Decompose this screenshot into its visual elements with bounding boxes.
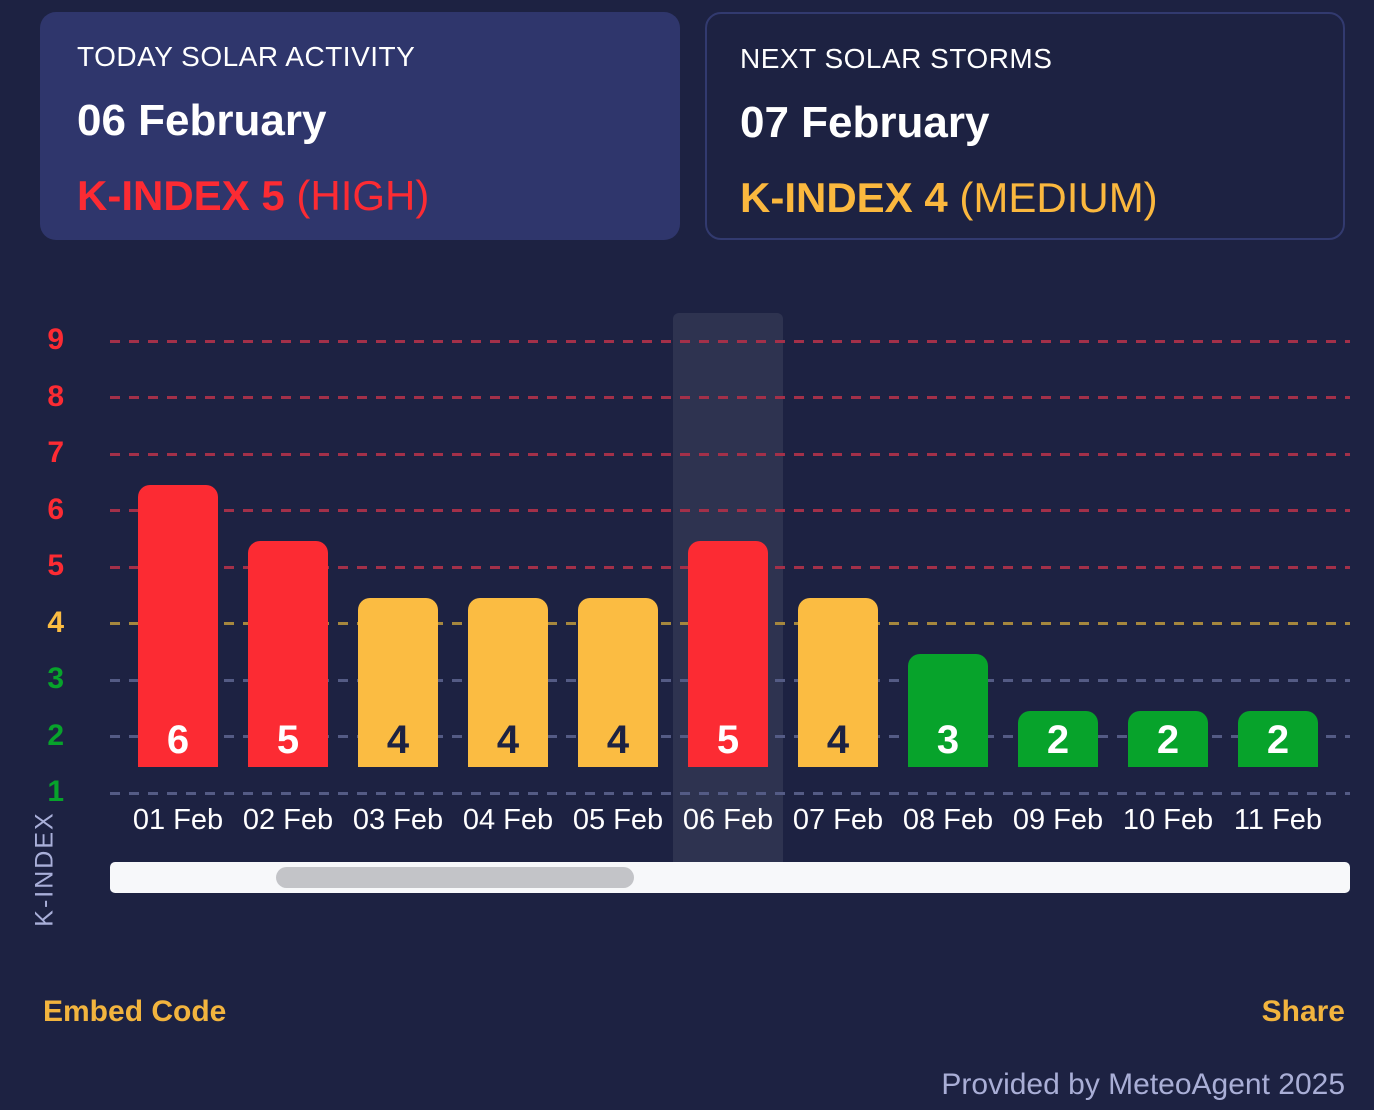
bar-value-label: 5 [716,718,740,762]
y-tick-label-5: 5 [47,549,64,582]
bar-09-feb[interactable]: 2 [1018,710,1098,767]
x-axis-label-03-feb: 03 Feb [352,804,444,836]
x-axis-label-02-feb: 02 Feb [242,804,334,836]
next-card: NEXT SOLAR STORMS 07 February K-INDEX 4 … [705,12,1345,240]
today-card: TODAY SOLAR ACTIVITY 06 February K-INDEX… [40,12,680,240]
y-tick-label-3: 3 [47,662,64,695]
next-severity: (MEDIUM) [959,174,1158,221]
bar-06-feb[interactable]: 5 [688,541,768,767]
bar-value-label: 5 [276,718,300,762]
next-card-date: 07 February [740,98,990,147]
today-card-date: 06 February [77,96,327,145]
bar-03-feb[interactable]: 4 [358,597,438,767]
next-kindex-line: K-INDEX 4 (MEDIUM) [740,174,1158,222]
bar-05-feb[interactable]: 4 [578,597,658,767]
bar-04-feb[interactable]: 4 [468,597,548,767]
gridline-y8 [110,396,1350,399]
today-kindex-line: K-INDEX 5 (HIGH) [77,172,429,220]
provided-by-text: Provided by MeteoAgent 2025 [941,1068,1345,1101]
bar-value-label: 2 [1156,718,1180,762]
x-axis-label-07-feb: 07 Feb [792,804,884,836]
gridline-y1 [110,791,1350,795]
y-tick-label-7: 7 [47,436,64,469]
gridline-y7 [110,452,1350,456]
share-link[interactable]: Share [1261,995,1345,1028]
next-card-title: NEXT SOLAR STORMS [740,43,1053,74]
bar-value-label: 4 [606,718,630,762]
next-kindex-value: K-INDEX 4 [740,174,948,221]
bar-01-feb[interactable]: 6 [138,484,218,767]
bar-value-label: 2 [1266,718,1290,762]
y-axis-title: K-INDEX [30,811,59,927]
today-severity: (HIGH) [296,172,430,219]
bar-value-label: 4 [386,718,410,762]
y-tick-label-2: 2 [47,718,64,752]
x-axis-label-09-feb: 09 Feb [1012,804,1104,836]
x-axis-label-05-feb: 05 Feb [572,804,664,836]
x-axis-label-04-feb: 04 Feb [462,804,554,836]
bar-10-feb[interactable]: 2 [1128,710,1208,767]
bar-07-feb[interactable]: 4 [798,597,878,767]
bar-02-feb[interactable]: 5 [248,541,328,767]
bar-value-label: 2 [1046,718,1070,762]
bar-value-label: 4 [496,718,520,762]
x-axis-label-06-feb: 06 Feb [682,804,774,836]
bar-value-label: 3 [936,718,960,762]
x-axis-label-11-feb: 11 Feb [1233,804,1323,836]
gridline-y6 [110,509,1350,512]
gridline-y9 [110,339,1350,343]
x-axis-label-10-feb: 10 Feb [1122,804,1214,836]
embed-code-link[interactable]: Embed Code [43,995,227,1028]
y-tick-label-8: 8 [47,379,64,413]
y-tick-label-1: 1 [47,775,64,808]
x-axis-label-08-feb: 08 Feb [902,804,994,836]
bar-11-feb[interactable]: 2 [1238,710,1318,767]
x-axis-label-01-feb: 01 Feb [132,804,224,836]
y-tick-label-6: 6 [47,492,64,526]
horizontal-scrollbar-track[interactable] [110,862,1350,893]
today-card-title: TODAY SOLAR ACTIVITY [77,41,416,72]
y-tick-label-4: 4 [47,605,64,639]
bar-08-feb[interactable]: 3 [908,654,988,767]
today-kindex-value: K-INDEX 5 [77,172,285,219]
bar-value-label: 6 [166,718,190,762]
y-tick-label-9: 9 [47,323,64,356]
horizontal-scrollbar-thumb[interactable] [276,867,634,888]
bar-value-label: 4 [826,718,850,762]
